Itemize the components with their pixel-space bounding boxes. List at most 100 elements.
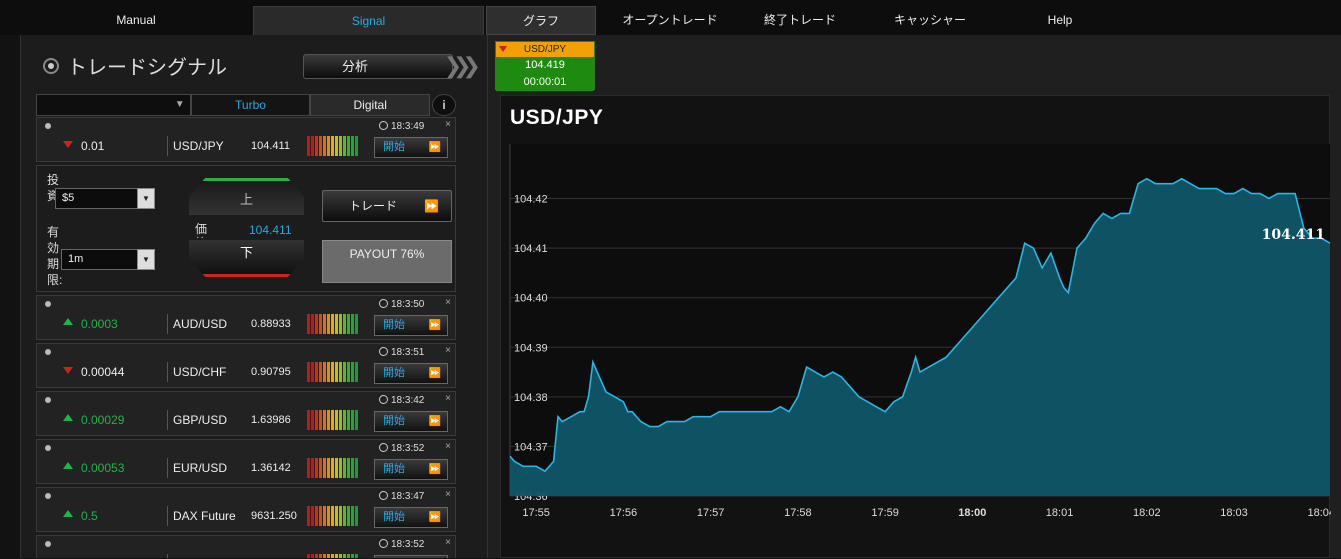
signal-price: 104.411 [251, 140, 290, 152]
signal-panel: トレードシグナル 分析 ❯❯❯ ▼ Turbo Digital i 18:3:4… [20, 35, 488, 558]
chevrons-icon: ❯❯❯ [443, 53, 481, 78]
badge-symbol: USD/JPY [496, 42, 594, 57]
tab-help[interactable]: Help [1047, 13, 1073, 27]
panel-title-text: トレードシグナル [67, 57, 227, 79]
tab-signal[interactable]: Signal [253, 6, 484, 35]
signal-time-text: 18:3:42 [391, 395, 425, 406]
arrow-up-icon [63, 414, 73, 421]
y-tick-label: 104.37 [514, 441, 548, 453]
clock-icon [379, 491, 388, 500]
close-icon[interactable]: × [445, 393, 451, 404]
close-icon[interactable]: × [445, 119, 451, 130]
expiry-select[interactable]: 1m ▼ [61, 249, 155, 270]
open-trade-label: 開始 [383, 141, 405, 153]
tab-manual[interactable]: Manual [116, 13, 156, 27]
analyze-button[interactable]: 分析 ❯❯❯ [303, 54, 481, 79]
signal-row[interactable]: 18:3:50 × 0.0003 AUD/USD 0.88933 開始 ⏩ [36, 295, 456, 340]
chart-svg: 104.42 104.41 104.40 104.39 104.38 104.37 104.… [509, 144, 1331, 519]
filter-digital[interactable]: Digital [310, 94, 431, 116]
signal-time: 18:3:49 [379, 121, 424, 132]
signal-time: 18:3:52 [379, 443, 424, 454]
open-trade-button[interactable]: 開始⏩ [374, 507, 448, 528]
signal-time-text: 18:3:50 [391, 299, 425, 310]
open-trade-button[interactable]: 開始⏩ [374, 555, 448, 558]
open-trade-button[interactable]: 開始⏩ [374, 411, 448, 432]
price-chart[interactable]: 104.42 104.41 104.40 104.39 104.38 104.37 104.… [500, 95, 1331, 558]
signal-price: 1.63986 [251, 414, 291, 426]
price-label: 価格: [195, 222, 209, 238]
signal-change: 0.00044 [81, 365, 125, 379]
chevron-down-icon: ▼ [137, 188, 155, 209]
signal-time-text: 18:3:47 [391, 491, 425, 502]
signal-price: 9631.250 [251, 510, 297, 522]
signal-list: 18:3:49×0.01USD/JPY104.411開始⏩投資:$5▼有効期限:… [36, 117, 456, 558]
x-tick-label: 18:04 [1308, 507, 1331, 519]
forward-icon: ⏩ [428, 464, 441, 475]
signal-price: 1.36142 [251, 462, 291, 474]
expiry-label: 有効期限: [47, 225, 63, 287]
tab-closed-trades[interactable]: 終了トレード [763, 13, 836, 27]
open-trade-label: 開始 [383, 367, 405, 379]
x-tick-label: 18:01 [1046, 507, 1074, 519]
divider [167, 362, 168, 382]
close-icon[interactable]: × [445, 489, 451, 500]
signal-row[interactable]: 18:3:51 × 0.00044 USD/CHF 0.90795 開始 ⏩ [36, 343, 456, 388]
info-icon[interactable]: i [432, 94, 457, 116]
arrow-up-icon [63, 462, 73, 469]
current-price: 104.411 [249, 223, 292, 237]
signal-row[interactable]: 18:3:42 × 0.00029 GBP/USD 1.63986 開始 ⏩ [36, 391, 456, 436]
open-trade-label: 開始 [383, 511, 405, 523]
tab-graph[interactable]: グラフ [486, 6, 596, 35]
call-button[interactable]: 上 [189, 178, 304, 215]
clock-icon [379, 347, 388, 356]
invest-select[interactable]: $5 ▼ [55, 188, 155, 209]
close-icon[interactable]: × [445, 537, 451, 548]
open-trade-button[interactable]: 開始 ⏩ [374, 459, 448, 480]
signal-symbol: EUR/USD [173, 461, 228, 475]
open-trade-button[interactable]: 開始⏩ [374, 137, 448, 158]
strength-meter [307, 506, 358, 526]
tab-cashier[interactable]: キャッシャー [893, 13, 966, 27]
open-trade-label: 開始 [383, 415, 405, 427]
signal-row[interactable]: 18:3:47 × 0.5 DAX Future 9631.250 開始 ⏩ [36, 487, 456, 532]
forward-icon: ⏩ [424, 199, 439, 213]
status-dot [45, 445, 51, 451]
trade-button[interactable]: トレード ⏩ [322, 190, 452, 222]
open-trade-button[interactable]: 開始⏩ [374, 363, 448, 384]
signal-time-text: 18:3:52 [391, 443, 425, 454]
x-tick-label: 17:55 [522, 507, 550, 519]
divider [167, 136, 168, 156]
signal-time: 18:3:42 [379, 395, 424, 406]
open-trade-button[interactable]: 開始⏩ [374, 315, 448, 336]
tab-open-trades[interactable]: オープントレード [622, 13, 718, 27]
filter-turbo[interactable]: Turbo [190, 94, 311, 116]
arrow-down-icon [63, 141, 73, 148]
open-trade-label: 開始 [383, 319, 405, 331]
badge-price: 104.419 [496, 57, 594, 74]
asset-filter-dropdown[interactable]: ▼ [36, 94, 191, 116]
signal-change: 0.01 [81, 139, 105, 153]
status-dot [45, 301, 51, 307]
signal-symbol: USD/CHF [173, 365, 227, 379]
put-button[interactable]: 下 [189, 240, 304, 277]
y-tick-label: 104.40 [514, 293, 548, 305]
signal-row[interactable]: 18:3:52×0.25CAC Future4297.750開始⏩ [36, 535, 456, 558]
signal-row[interactable]: 18:3:49 × 0.01 USD/JPY 104.411 開始 ⏩ [36, 117, 456, 162]
close-icon[interactable]: × [445, 297, 451, 308]
y-tick-label: 104.39 [514, 342, 548, 354]
signal-time-text: 18:3:52 [391, 539, 425, 550]
status-dot [45, 349, 51, 355]
close-icon[interactable]: × [445, 345, 451, 356]
open-trade-label: 開始 [383, 463, 405, 475]
signal-time-text: 18:3:51 [391, 347, 425, 358]
asset-badge[interactable]: USD/JPY 104.419 00:00:01 [495, 41, 595, 91]
arrow-up-icon [63, 510, 73, 517]
strength-meter [307, 410, 358, 430]
close-icon[interactable]: × [445, 441, 451, 452]
radio-icon[interactable] [43, 57, 59, 74]
signal-row[interactable]: 18:3:52 × 0.00053 EUR/USD 1.36142 開始 ⏩ [36, 439, 456, 484]
signal-time: 18:3:52 [379, 539, 424, 550]
graph-area: USD/JPY 104.419 00:00:01 104.42 104.41 104… [488, 35, 1341, 558]
strength-meter [307, 362, 358, 382]
